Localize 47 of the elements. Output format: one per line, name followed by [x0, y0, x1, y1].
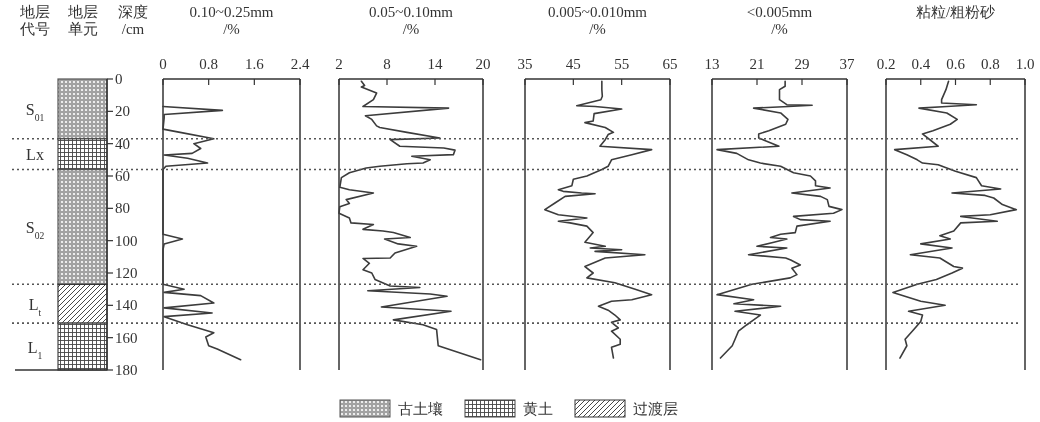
- ytick: 100: [115, 232, 138, 249]
- xtick: 0: [159, 56, 167, 72]
- annotation: S$_{02}$: [25, 218, 45, 241]
- legend-label: 古土壤: [398, 401, 443, 417]
- xtick: 37: [839, 56, 855, 72]
- xtick: 2.4: [290, 56, 310, 72]
- ytick: 40: [115, 135, 130, 152]
- xtick: 55: [614, 56, 630, 72]
- annotation: L$_{1}$: [27, 338, 43, 361]
- xtick: 0.6: [946, 56, 965, 72]
- xtick: 29: [794, 56, 810, 72]
- ytick: 120: [115, 265, 138, 281]
- xlabel: 0.005~0.010mm /%: [548, 4, 647, 38]
- xtick: 0.8: [199, 56, 219, 72]
- ylabel: 深度 /cm: [118, 4, 148, 38]
- annotation: Lx: [26, 146, 44, 164]
- xlabel: 0.10~0.25mm /%: [189, 4, 274, 38]
- xtick: 21: [749, 56, 765, 72]
- xtick: 13: [704, 56, 720, 72]
- xtick: 35: [517, 56, 533, 72]
- ytick: 180: [115, 362, 138, 378]
- xtick: 2: [335, 56, 343, 72]
- xtick: 14: [427, 56, 443, 72]
- ytick: 140: [115, 297, 138, 314]
- ytick: 0: [115, 71, 123, 87]
- xtick: 65: [662, 56, 678, 72]
- xtick: 0.2: [876, 56, 896, 72]
- legend-label: 过渡层: [633, 401, 678, 417]
- ytick: 20: [115, 103, 130, 120]
- annotation: L$_{t}$: [28, 295, 42, 318]
- xtick: 45: [565, 56, 581, 72]
- annotation: S$_{01}$: [25, 100, 45, 123]
- ytick: 80: [115, 200, 130, 217]
- xtick: 1.6: [244, 56, 264, 72]
- xtick: 1.0: [1015, 56, 1035, 72]
- xlabel: 地层单元: [67, 4, 98, 38]
- xlabel: 0.05~0.10mm /%: [369, 4, 453, 38]
- legend-label: 黄土: [523, 401, 553, 417]
- ytick: 60: [115, 168, 130, 184]
- annotation: 地层代号: [20, 4, 50, 38]
- xtick: 8: [383, 56, 391, 72]
- xtick: 0.4: [911, 56, 931, 72]
- xtick: 0.8: [980, 56, 1000, 72]
- xlabel: <0.005mm /%: [746, 4, 813, 38]
- xlabel: 粘粒/粗粉砂: [915, 4, 996, 20]
- xtick: 20: [475, 56, 491, 72]
- ytick: 160: [115, 329, 138, 346]
